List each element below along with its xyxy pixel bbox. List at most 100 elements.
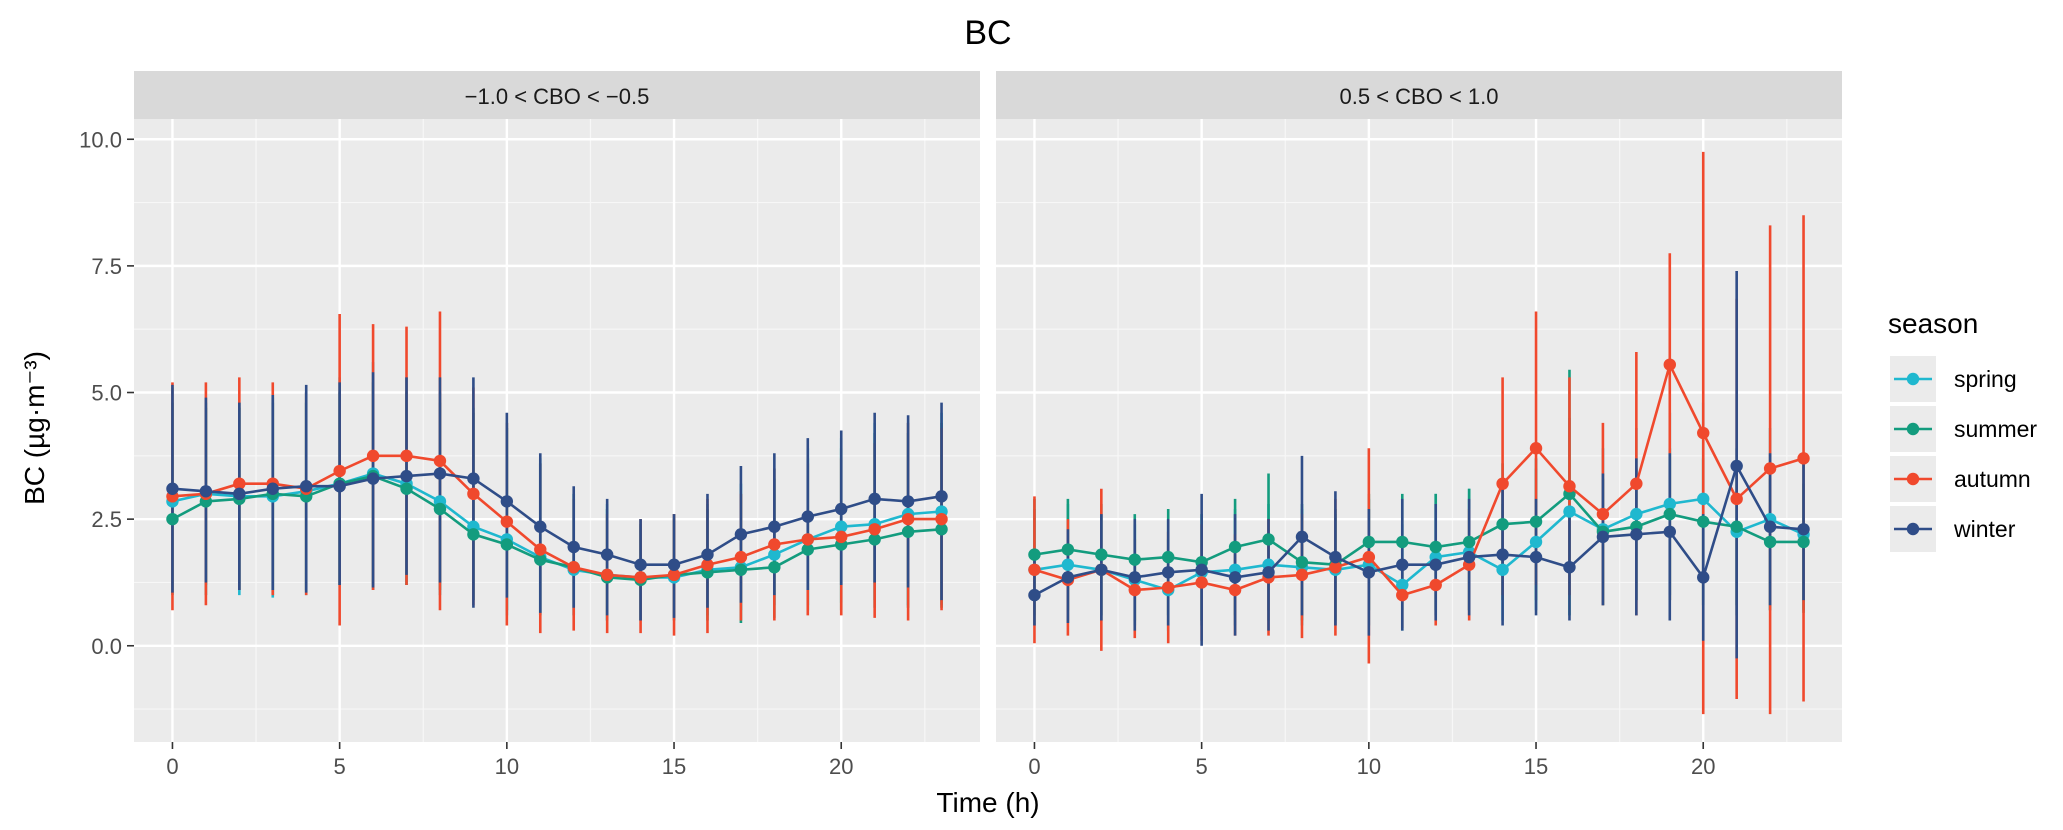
x-tick-label: 0 (166, 754, 178, 779)
data-point-winter (935, 490, 948, 503)
data-point-winter (768, 520, 781, 533)
data-point-winter (1061, 571, 1075, 584)
facet-strip-label: 0.5 < CBO < 1.0 (1340, 84, 1499, 109)
data-point-winter (1028, 588, 1041, 602)
data-point-spring (1496, 563, 1509, 576)
y-tick-label: 10.0 (79, 127, 122, 152)
data-point-winter (1162, 566, 1175, 579)
data-point-winter (333, 480, 346, 493)
data-point-autumn (1730, 492, 1743, 506)
legend-label: winter (1953, 516, 2016, 542)
legend-item-winter: winter (1890, 506, 2016, 552)
data-point-summer (1797, 535, 1810, 549)
data-point-summer (1228, 540, 1242, 554)
y-tick-label: 5.0 (91, 381, 122, 406)
data-point-autumn (333, 464, 346, 478)
data-point-autumn (667, 568, 681, 582)
data-point-autumn (1496, 477, 1509, 490)
data-point-winter (199, 485, 213, 498)
x-tick-label: 5 (1196, 754, 1208, 779)
data-point-autumn (1362, 550, 1376, 564)
data-point-winter (1462, 550, 1476, 564)
plot-background (996, 119, 1842, 742)
data-point-winter (1429, 558, 1442, 571)
data-point-winter (300, 480, 313, 493)
data-point-autumn (1529, 442, 1543, 455)
data-point-winter (801, 510, 814, 523)
data-point-summer (1061, 543, 1075, 556)
data-point-winter (1563, 561, 1576, 574)
data-point-autumn (835, 530, 848, 544)
chart-title: BC (964, 14, 1011, 52)
x-tick-label: 10 (495, 754, 519, 779)
data-point-winter (500, 495, 514, 508)
panel-1: −1.0 < CBO < −0.5 0 5 10 15 20 0.0 2.5 5.0 7.5 10.… (79, 71, 980, 779)
legend: season spring summer autumn winter (1888, 308, 2037, 552)
data-point-winter (1362, 566, 1376, 579)
legend-item-summer: summer (1890, 406, 2037, 452)
x-tick-label: 15 (1524, 754, 1548, 779)
legend-item-spring: spring (1890, 356, 2017, 402)
data-point-winter (1295, 530, 1309, 544)
data-point-winter (467, 472, 480, 485)
data-point-autumn (1329, 561, 1342, 574)
data-point-autumn (1195, 576, 1208, 589)
data-point-autumn (1763, 462, 1777, 475)
data-point-autumn (634, 571, 647, 584)
x-tick-label: 5 (334, 754, 346, 779)
data-point-summer (801, 543, 814, 556)
facet-strip (134, 71, 980, 119)
data-point-summer (1496, 518, 1509, 531)
x-tick-label: 20 (1691, 754, 1715, 779)
legend-marker (1906, 422, 1920, 436)
data-point-summer (1262, 533, 1275, 546)
data-point-spring (768, 548, 781, 561)
legend-label: spring (1954, 366, 2017, 392)
data-point-winter (1697, 571, 1710, 584)
data-point-summer (433, 502, 447, 516)
data-point-autumn (433, 454, 447, 468)
data-point-spring (1529, 535, 1543, 549)
data-point-summer (901, 525, 915, 539)
data-point-autumn (600, 568, 614, 582)
legend-label: summer (1954, 416, 2037, 442)
data-point-winter (634, 558, 647, 571)
panel-data (166, 311, 948, 636)
x-tick-label: 20 (829, 754, 853, 779)
data-point-winter (1095, 563, 1108, 576)
data-point-autumn (868, 523, 881, 536)
legend-marker (1906, 372, 1920, 386)
data-point-autumn (1162, 581, 1175, 594)
data-point-winter (534, 520, 547, 533)
data-point-autumn (1429, 578, 1442, 592)
data-point-winter (1596, 530, 1610, 544)
legend-item-autumn: autumn (1890, 456, 2031, 502)
data-point-summer (1462, 535, 1476, 549)
legend-marker (1906, 522, 1920, 536)
data-point-winter (1262, 566, 1275, 579)
panel-data (1028, 151, 1810, 715)
data-point-winter (1529, 550, 1543, 564)
data-point-spring (1396, 578, 1409, 592)
data-point-autumn (701, 558, 714, 571)
data-point-summer (1396, 535, 1409, 549)
data-point-autumn (1663, 358, 1676, 371)
x-tick-label: 0 (1028, 754, 1040, 779)
data-point-summer (1128, 553, 1141, 566)
data-point-summer (1162, 550, 1175, 564)
data-point-spring (835, 520, 848, 533)
data-point-autumn (1596, 507, 1610, 521)
data-point-winter (166, 482, 179, 495)
data-point-autumn (768, 538, 781, 551)
data-point-winter (667, 558, 681, 571)
data-point-winter (400, 469, 413, 483)
data-point-winter (1630, 528, 1643, 541)
data-point-summer (1362, 535, 1376, 549)
data-point-autumn (1396, 588, 1409, 602)
data-point-autumn (1228, 583, 1242, 597)
facet-strip (996, 71, 1842, 119)
data-point-autumn (1295, 568, 1309, 582)
legend-marker (1906, 472, 1920, 486)
data-point-summer (1429, 540, 1442, 554)
